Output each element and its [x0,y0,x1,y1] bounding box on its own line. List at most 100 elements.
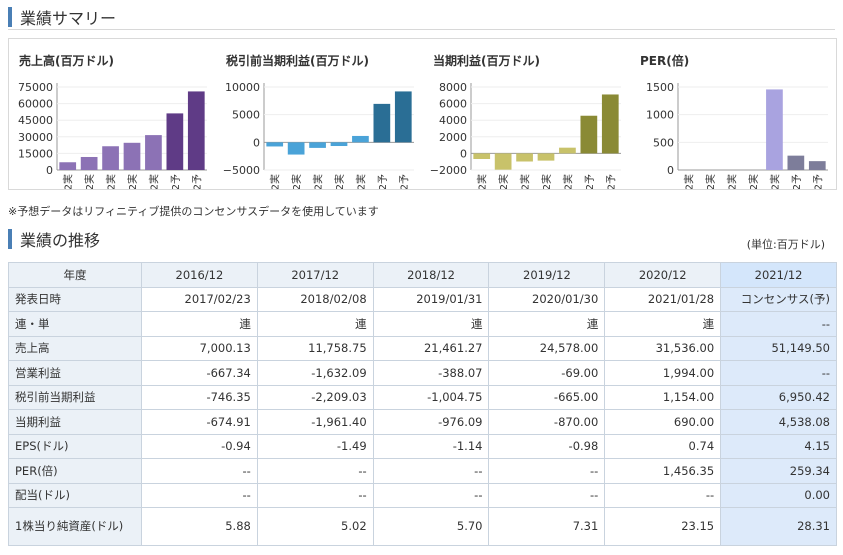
table-row: 当期利益 -674.91 -1,961.40 -976.09 -870.00 690.00… [8,409,837,435]
bar [187,91,205,170]
table-cell: -1,004.75 [372,384,490,410]
summary-section-title: 業績サマリー [20,8,117,28]
y-tick-label: 8000 [439,81,467,94]
bar [373,103,391,143]
table-cell: -665.00 [488,384,606,410]
x-category-label: 16/12実 [62,174,75,189]
x-category-label: 17/12実 [704,174,717,189]
table-row: EPS(ドル) -0.94 -1.49 -1.14 -0.98 0.74 4.15 [8,433,837,459]
table-row: 発表日時 2017/02/23 2018/02/08 2019/01/31 2020/0… [8,286,837,312]
table-cell: 690.00 [604,409,722,435]
y-tick-label: 4000 [439,114,467,127]
performance-section-header: 業績の推移 [8,226,835,252]
x-category-label: 18/12実 [312,174,325,189]
table-cell: -0.94 [141,433,258,459]
table-cell: -- [256,482,374,508]
table-cell: 1,994.00 [604,360,722,386]
table-cell: 2021/01/28 [604,286,722,312]
y-tick-label: 30000 [18,131,53,144]
y-tick-label: 75000 [18,81,53,94]
x-category-label: 18/12実 [105,174,118,189]
bar [287,142,305,155]
x-category-label: 21/12予 [791,174,803,189]
x-category-label: 21/12予 [377,174,389,189]
y-tick-label: 0 [667,164,674,177]
x-category-label: 17/12実 [290,174,303,189]
row-label: 連・単 [8,311,142,337]
x-category-label: 16/12実 [476,174,489,189]
table-cell: 5.88 [141,507,258,546]
table-cell: -746.35 [141,384,258,410]
y-tick-label: 60000 [18,98,53,111]
summary-charts-panel: 売上高(百万ドル) 7500060000450003000015000016/1… [8,38,837,190]
row-label: 発表日時 [8,286,142,312]
x-category-label: 19/12実 [747,174,760,189]
chart-revenue: 売上高(百万ドル) 75000 60000 45000 30000 15000 0 16/1… [9,39,214,189]
table-cell: -388.07 [372,360,490,386]
table-cell: 0.74 [604,433,722,459]
table-cell: -- [488,458,606,484]
table-cell: -1.49 [256,433,374,459]
table-row: PER(倍) -- -- -- -- 1,456.35 259.34 [8,458,837,484]
row-label: 配当(ドル) [8,482,142,508]
chart-revenue-svg: 75000 60000 45000 30000 15000 0 16/12実 17/12実 18… [18,81,207,189]
row-label: 年度 [8,262,142,288]
bar [145,135,162,170]
y-tick-label: 500 [653,136,674,149]
table-cell: 11,758.75 [256,335,374,361]
y-tick-label: 0 [46,164,53,177]
table-cell: 259.34 [720,458,837,484]
table-cell: -- [256,458,374,484]
table-cell: -1.14 [372,433,490,459]
table-cell: 連 [372,311,490,337]
performance-table: 年度 2016/12 2017/12 2018/12 2019/12 2020/12 202… [8,262,837,546]
table-cell: 1,456.35 [604,458,722,484]
table-cell: -2,209.03 [256,384,374,410]
table-cell: -667.34 [141,360,258,386]
table-cell: 7,000.13 [141,335,258,361]
section-accent-bar [8,6,12,27]
table-cell: 連 [141,311,258,337]
bar [808,161,826,170]
x-category-label: 17/12実 [83,174,96,189]
table-cell: 5.70 [372,507,490,546]
chart-net-income-svg: 8000 6000 4000 2000 0 −2000 16/12実 17/12実 18/12実… [430,81,621,189]
x-category-label: 18/12実 [519,174,532,189]
table-cell: 2018/02/08 [256,286,374,312]
table-cell: -- [488,482,606,508]
row-label: PER(倍) [8,458,142,484]
table-cell: 連 [488,311,606,337]
bar [166,113,184,170]
bar [516,153,533,162]
x-category-label: 18/12実 [726,174,739,189]
y-tick-label: 0 [253,136,260,149]
table-row: 1株当り純資産(ドル) 5.88 5.02 5.70 7.31 23.15 28.31 [8,507,837,546]
x-category-label: 21/12予 [170,174,182,189]
x-category-label: 22/12予 [812,174,824,189]
year-header-cell: 2016/12 [141,262,258,288]
table-cell: 5.02 [256,507,374,546]
chart-net-income: 当期利益(百万ドル) 8000 6000 4000 2000 0 −2000 16/12実 1… [423,39,628,189]
table-cell: -- [720,360,837,386]
table-row: 売上高 7,000.13 11,758.75 21,461.27 24,578.00 31… [8,335,837,361]
table-cell: 51,149.50 [720,335,837,361]
table-cell: 23.15 [604,507,722,546]
table-cell: -1,632.09 [256,360,374,386]
bar [123,142,141,170]
table-cell: 2019/01/31 [372,286,490,312]
table-cell: 6,950.42 [720,384,837,410]
chart-pretax-income-svg: 10000 5000 0 −5000 16/12実 17/12実 18/12実 19/12実 2… [223,81,414,189]
x-category-label: 22/12予 [605,174,617,189]
bar [766,89,783,170]
x-category-label: 20/12実 [354,174,367,189]
bar [330,142,348,147]
table-cell: -- [372,482,490,508]
chart-title: PER(倍) [640,54,690,68]
y-tick-label: 45000 [18,114,53,127]
y-tick-label: 5000 [232,109,260,122]
row-label: 当期利益 [8,409,142,435]
table-cell: 31,536.00 [604,335,722,361]
table-cell: 7.31 [488,507,606,546]
table-cell: -976.09 [372,409,490,435]
bar [601,94,619,154]
